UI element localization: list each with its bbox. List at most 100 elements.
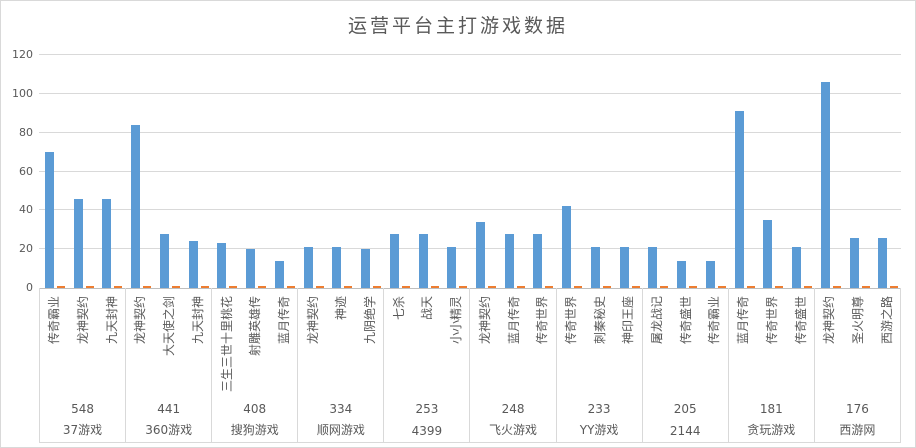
platform-count: 408 [243,402,267,416]
game-label: 圣火明尊 [850,296,865,345]
game-label: 战天 [420,296,435,321]
platform-group-cell: 龙神契约 圣火明尊 西游之路 176 西游网 [815,288,901,442]
bar-primary [303,247,313,288]
bar-primary [878,238,888,288]
bar-secondary [832,286,841,288]
game-label: 西游之路 [879,296,894,345]
bar-secondary [574,286,583,288]
platform-group-cell: 龙神契约 大天使之剑 九天封神 441 360游戏 [126,288,213,442]
bar-primary [677,261,687,288]
game-label: 龙神契约 [133,296,148,345]
bar-secondary [890,286,899,288]
platform-count: 548 [71,402,94,416]
bar-secondary [57,286,65,288]
platform-name: 顺网游戏 [316,423,365,437]
bar-secondary [689,286,698,288]
bar-primary [562,206,572,288]
bar-secondary [373,286,382,288]
game-label: 传奇盛世 [678,296,693,345]
bar-primary [504,234,514,288]
game-label: 龙神契约 [822,296,837,345]
platform-group-cell: 七杀 战天 小小精灵 253 4399 [384,288,471,442]
y-tick-label: 100 [12,86,33,100]
bar-primary [246,249,256,288]
game-label: 传奇霸业 [47,296,62,345]
bar-secondary [200,286,209,288]
gridline [39,131,901,133]
platform-count: 233 [587,402,611,416]
bar-secondary [488,286,496,288]
bar-primary [849,238,859,288]
game-label: 蓝月传奇 [506,296,521,345]
platform-count: 334 [329,402,353,416]
platform-count: 253 [415,402,439,416]
game-label: 七杀 [391,296,406,321]
platform-name: 4399 [411,424,443,438]
platform-name: YY游戏 [579,423,619,437]
bar-primary [705,261,715,288]
bar-secondary [775,286,784,288]
platform-count: 248 [501,402,525,416]
game-label: 传奇世界 [563,296,578,345]
y-tick-label: 80 [19,125,33,139]
bar-secondary [631,286,640,288]
platform-group-cell: 蓝月传奇 传奇世界 传奇盛世 181 贪玩游戏 [729,288,815,442]
game-label: 龙神契约 [305,296,320,345]
bar-primary [389,234,399,288]
bar-primary [734,111,744,288]
y-tick-label: 60 [19,164,33,178]
bar-primary [159,234,169,288]
bar-secondary [258,286,267,288]
y-tick-label: 0 [26,281,33,294]
bar-primary [820,82,830,288]
gridline [39,209,901,211]
game-label: 射雕英雄传 [248,296,263,357]
bar-secondary [286,286,295,288]
x-axis-label-area: 传奇霸业 龙神契约 九天封神 548 37游戏 龙神契约 大天使之剑 九天封神 441 360游戏… [39,288,901,443]
bar-primary [447,247,457,288]
platform-count: 205 [673,402,697,416]
bar-primary [188,241,198,288]
bar-primary [590,247,600,288]
platform-name: 贪玩游戏 [747,423,796,437]
gridline [39,54,901,55]
plot-area [39,54,901,289]
bar-primary [533,234,543,288]
bar-secondary [114,286,123,288]
platform-group-cell: 屠龙战记 传奇盛世 传奇霸业 205 2144 [643,288,729,442]
bar-secondary [459,286,468,288]
bar-primary [418,234,428,288]
bar-secondary [85,286,94,288]
bar-secondary [229,286,238,288]
platform-group-cell: 龙神契约 蓝月传奇 传奇世界 248 飞火游戏 [470,288,557,442]
bar-secondary [344,286,353,288]
bar-primary [102,199,112,288]
game-label: 九天封神 [104,296,119,345]
game-label: 九阴绝学 [363,296,378,345]
platform-name: 2144 [669,424,701,438]
bar-secondary [430,286,439,288]
game-label: 三生三世十里桃花 [219,296,234,393]
bar-secondary [602,286,611,288]
bar-secondary [171,286,180,288]
y-tick-label: 20 [19,242,33,256]
platform-count: 181 [759,402,783,416]
platform-name: 360游戏 [145,423,193,437]
platform-name: 搜狗游戏 [230,423,279,437]
chart-title: 运营平台主打游戏数据 [347,15,568,37]
y-tick-label: 40 [19,203,33,217]
game-label: 传奇世界 [535,296,550,345]
bar-secondary [315,286,324,288]
bar-secondary [143,286,152,288]
bar-secondary [516,286,525,288]
game-label: 传奇霸业 [707,296,722,345]
bar-primary [131,125,141,288]
game-label: 屠龙战记 [650,296,665,345]
bar-primary [476,222,485,288]
bar-primary [217,243,227,288]
y-tick-label: 120 [12,48,33,61]
game-label: 大天使之剑 [162,296,177,357]
platform-name: 西游网 [839,423,876,437]
platform-name: 37游戏 [62,423,103,437]
